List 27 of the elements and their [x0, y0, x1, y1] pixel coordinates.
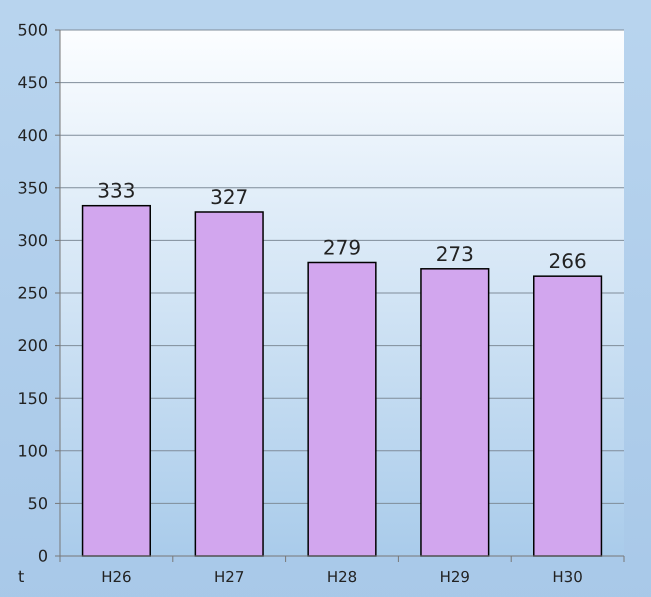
data-label: 273: [436, 242, 474, 266]
y-axis-title: t: [18, 567, 24, 586]
y-tick-label: 100: [17, 441, 48, 460]
y-tick-label: 0: [38, 546, 48, 566]
bar: [82, 204, 151, 557]
bar: [194, 211, 264, 557]
data-label: 279: [322, 235, 362, 260]
x-tick-label: H26: [101, 568, 132, 586]
y-tick-label: 400: [17, 126, 48, 145]
x-tick-label: H29: [440, 568, 470, 586]
x-tick-label: H28: [326, 568, 358, 586]
y-tick-label: 500: [17, 20, 48, 40]
y-tick-label: 150: [17, 388, 48, 408]
y-tick-label: 350: [17, 178, 48, 198]
data-label: 333: [97, 178, 136, 203]
bar: [420, 268, 490, 557]
y-tick-label: 250: [17, 284, 48, 303]
y-tick-label: 300: [17, 231, 48, 250]
bar: [307, 262, 377, 557]
x-tick-label: H30: [552, 568, 583, 586]
y-tick-label: 200: [17, 336, 48, 356]
y-tick-label: 450: [17, 73, 48, 92]
x-tick-label: H27: [214, 568, 244, 586]
y-tick-label: 50: [28, 494, 48, 513]
data-label: 266: [548, 249, 587, 274]
data-label: 327: [210, 184, 248, 209]
bar: [533, 275, 602, 557]
